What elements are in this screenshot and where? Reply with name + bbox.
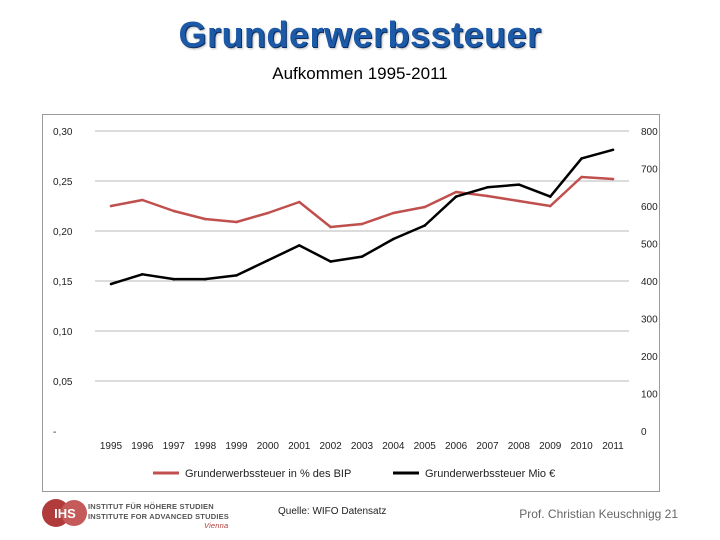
data-point (297, 244, 301, 247)
x-tick-label: 2001 (288, 441, 311, 452)
data-point (203, 277, 207, 281)
logo-line-2: INSTITUTE FOR ADVANCED STUDIES (88, 511, 230, 521)
author-page: Prof. Christian Keuschnigg 21 (519, 507, 678, 521)
right-tick-label: 0 (641, 427, 647, 438)
data-point (172, 277, 176, 281)
data-point (203, 217, 207, 221)
right-tick-label: 600 (641, 202, 658, 213)
data-point (235, 274, 238, 277)
x-tick-label: 1999 (225, 441, 248, 452)
chart-frame: - 0,05 0,10 0,15 0,20 0,25 0,30 0 100 200 300 400 50… (42, 114, 660, 492)
right-tick-label: 200 (641, 352, 658, 363)
left-tick-label: 0,05 (53, 377, 73, 388)
data-point (235, 220, 238, 224)
line-chart: - 0,05 0,10 0,15 0,20 0,25 0,30 0 100 200 300 400 50… (53, 127, 658, 480)
right-tick-label: 700 (641, 165, 658, 176)
left-tick-label: 0,20 (53, 227, 73, 238)
right-tick-label: 800 (641, 127, 658, 138)
data-point (141, 198, 144, 202)
data-point (548, 195, 552, 198)
data-point (297, 200, 301, 204)
data-point (486, 194, 489, 198)
logo-line-1: INSTITUT FÜR HÖHERE STUDIEN (88, 502, 214, 511)
series-line (110, 148, 614, 286)
x-tick-label: 2004 (382, 441, 405, 452)
x-tick-label: 2003 (351, 441, 374, 452)
data-point (109, 204, 113, 208)
logo-circle-right (61, 500, 87, 526)
data-point (548, 204, 552, 208)
data-point (392, 211, 395, 215)
right-tick-label: 500 (641, 240, 658, 251)
data-point (266, 259, 270, 262)
logo-circle-left (42, 499, 70, 527)
data-point (141, 272, 144, 276)
data-point (580, 157, 583, 160)
series-line (110, 175, 614, 229)
slide-title: Grunderwerbssteuer (178, 14, 542, 55)
x-tick-label: 1997 (163, 441, 186, 452)
data-point (611, 177, 615, 181)
x-tick-label: 1996 (131, 441, 154, 452)
x-tick-label: 2000 (257, 441, 280, 452)
left-tick-label: 0,25 (53, 177, 73, 188)
left-tick-label: 0,30 (53, 127, 73, 138)
right-tick-label: 400 (641, 277, 658, 288)
data-point (360, 255, 364, 258)
data-point (580, 175, 583, 179)
data-point (360, 222, 364, 226)
x-tick-label: 2005 (414, 441, 437, 452)
right-tick-label: 300 (641, 315, 658, 326)
x-tick-label: 1998 (194, 441, 217, 452)
data-point (392, 237, 395, 241)
data-point (329, 225, 332, 229)
data-point (109, 282, 113, 286)
logo-mark: IHS (54, 506, 76, 521)
x-tick-label: 2008 (508, 441, 531, 452)
data-point (423, 224, 427, 227)
ihs-logo: IHS (42, 499, 87, 527)
slide-subtitle: Aufkommen 1995-2011 (272, 64, 448, 83)
left-tick-label: 0,10 (53, 327, 73, 338)
x-tick-label: 2006 (445, 441, 468, 452)
data-point (172, 209, 176, 213)
data-point (517, 199, 521, 203)
x-tick-label: 2011 (602, 441, 624, 452)
left-tick-label: - (53, 427, 56, 438)
data-point (329, 260, 332, 263)
data-point (454, 190, 458, 194)
x-tick-label: 1995 (100, 441, 123, 452)
source-note: Quelle: WIFO Datensatz (278, 506, 387, 517)
data-point (266, 211, 270, 215)
data-point (454, 195, 458, 198)
left-tick-label: 0,15 (53, 277, 73, 288)
legend-label: Grunderwerbssteuer Mio € (425, 468, 555, 480)
data-point (517, 183, 521, 186)
x-tick-label: 2002 (320, 441, 343, 452)
data-point (611, 148, 615, 152)
x-tick-label: 2010 (571, 441, 594, 452)
data-point (486, 185, 489, 189)
legend-label: Grunderwerbssteuer in % des BIP (185, 468, 351, 480)
x-tick-label: 2007 (476, 441, 499, 452)
right-tick-label: 100 (641, 390, 658, 401)
logo-text: INSTITUT FÜR HÖHERE STUDIEN INSTITUTE FO… (88, 502, 229, 531)
logo-line-3: Vienna (204, 521, 229, 530)
x-tick-label: 2009 (539, 441, 562, 452)
data-point (423, 205, 427, 209)
